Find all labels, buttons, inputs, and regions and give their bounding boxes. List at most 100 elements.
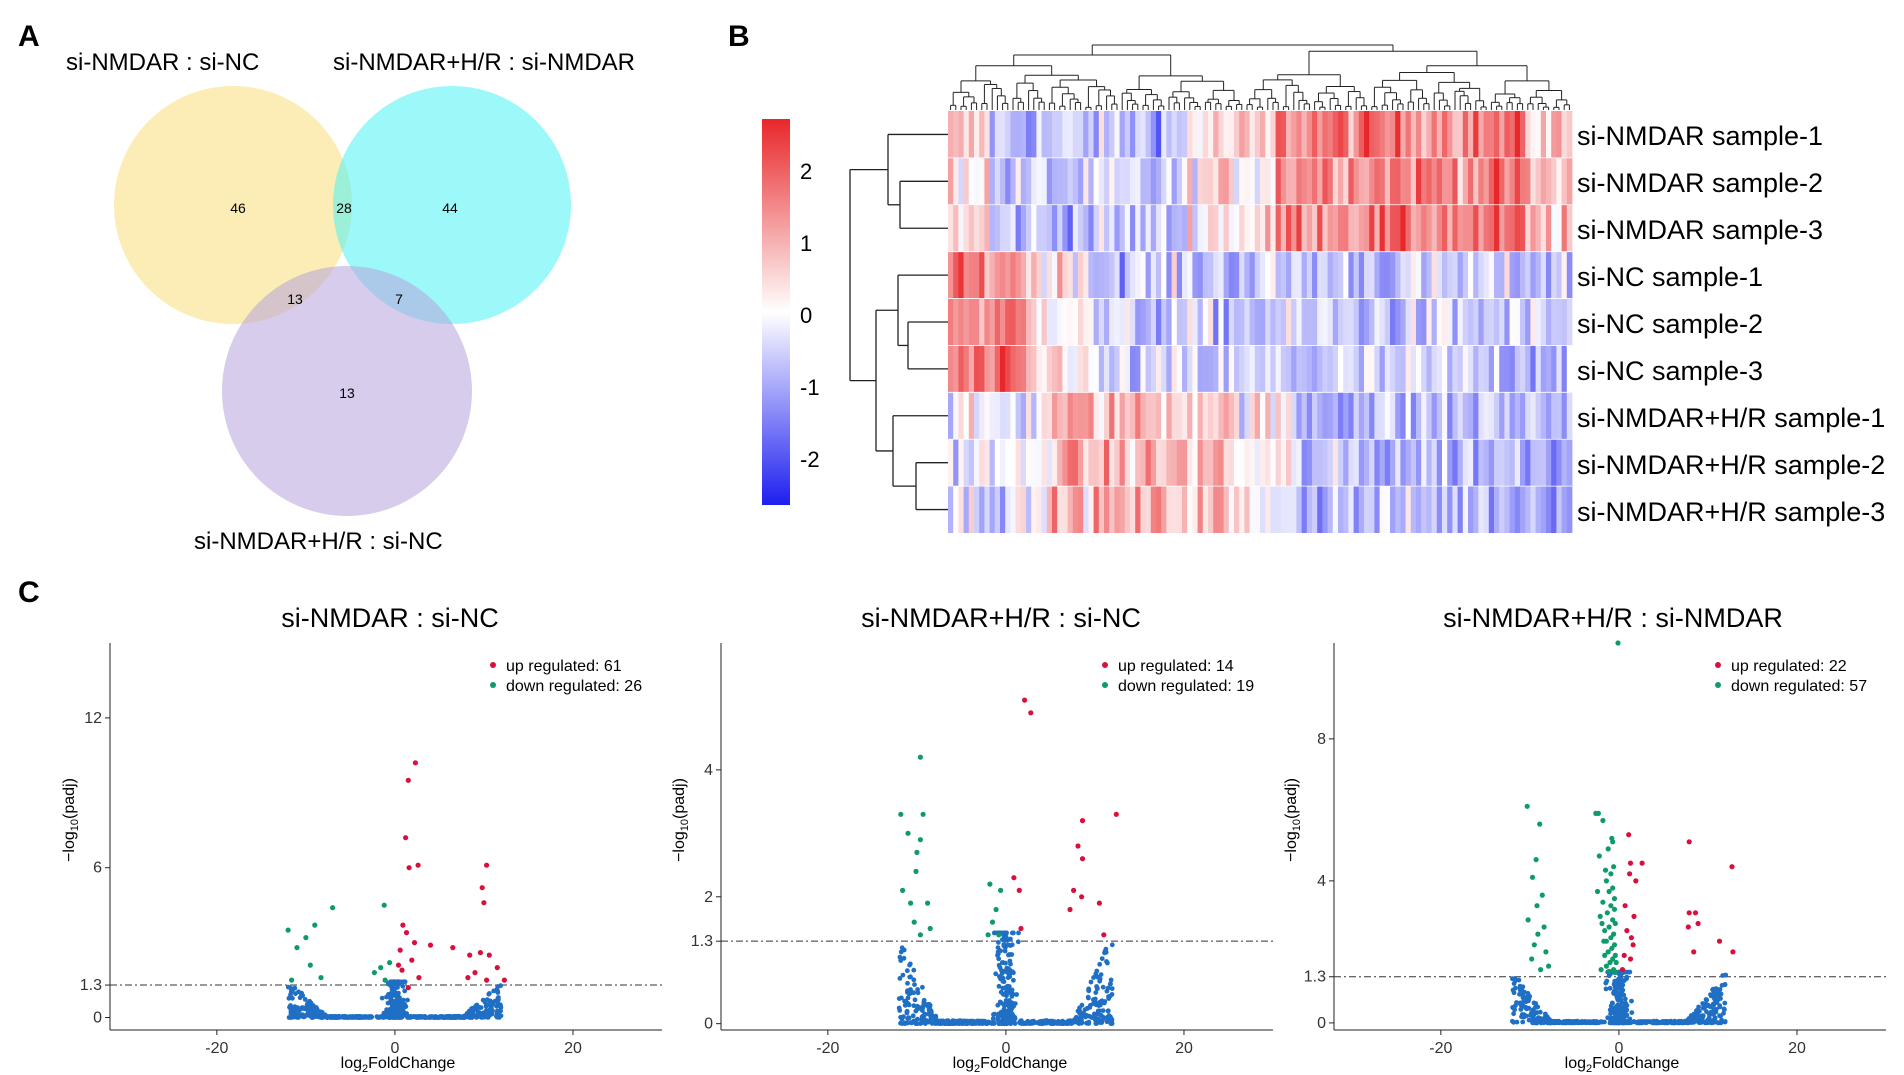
heatmap-cell: [1041, 486, 1048, 533]
heatmap-cell: [1488, 157, 1495, 205]
heatmap-cell: [1114, 298, 1120, 346]
heatmap-cell: [1036, 111, 1042, 158]
heatmap-cell: [1338, 392, 1344, 440]
volcano-point-ns: [1105, 985, 1111, 991]
volcano-point-up: [1627, 860, 1634, 866]
volcano-point-ns: [490, 1008, 495, 1014]
volcano-point-down: [1601, 938, 1607, 944]
volcano-point-ns: [1526, 1017, 1532, 1023]
heatmap-cell: [1176, 157, 1183, 205]
volcano-point-down: [1604, 910, 1610, 916]
heatmap-cell: [1005, 204, 1011, 252]
volcano-point-ns: [981, 1020, 987, 1026]
heatmap-cell: [1504, 111, 1510, 158]
heatmap-cell: [1140, 345, 1146, 393]
heatmap-cell: [1270, 251, 1276, 299]
heatmap-cell: [1301, 392, 1308, 440]
heatmap-cell: [1317, 251, 1323, 299]
heatmap-cell: [1130, 345, 1136, 393]
heatmap-cell: [1384, 486, 1391, 533]
heatmap-cell: [1213, 204, 1219, 252]
heatmap-cell: [1504, 157, 1510, 205]
heatmap-cell: [1202, 486, 1209, 533]
volcano-point-ns: [367, 1014, 373, 1020]
heatmap-cell: [1369, 392, 1375, 440]
volcano-point-ns: [1517, 991, 1522, 997]
heatmap-cell: [1135, 298, 1141, 346]
heatmap-cell: [1187, 298, 1193, 346]
volcano-point-ns: [919, 1020, 924, 1026]
heatmap-cell: [1156, 486, 1162, 533]
heatmap-cell: [1020, 439, 1027, 487]
volcano-point-ns: [488, 1012, 494, 1017]
heatmap-cell: [1083, 298, 1089, 346]
heatmap-cell: [1166, 345, 1172, 393]
volcano-point-ns: [996, 1021, 1002, 1026]
volcano-point-up: [1685, 924, 1691, 930]
heatmap-cell: [1208, 251, 1214, 299]
volcano-points: [1510, 640, 1736, 1026]
heatmap-cell: [1436, 392, 1443, 440]
heatmap-cell: [1478, 157, 1484, 205]
volcano-legend: up regulated: 14 down regulated: 19: [1102, 658, 1254, 695]
heatmap-cell: [1410, 157, 1417, 205]
heatmap-cell: [953, 111, 959, 158]
heatmap-cell: [1478, 204, 1484, 252]
heatmap-cell: [1067, 439, 1074, 487]
heatmap-cell: [1135, 251, 1141, 299]
heatmap-cell: [953, 439, 959, 487]
heatmap-cell: [1312, 111, 1318, 158]
heatmap-cell: [1447, 298, 1453, 346]
heatmap-cell: [1260, 392, 1266, 440]
heatmap-cell: [1306, 345, 1313, 393]
heatmap-cell: [1431, 157, 1438, 205]
heatmap-cell: [1000, 486, 1006, 533]
heatmap-cell: [1088, 439, 1094, 487]
heatmap-cell: [1514, 345, 1521, 393]
heatmap-cell: [1000, 345, 1006, 393]
heatmap-cell: [1530, 251, 1536, 299]
volcano-point-ns: [402, 988, 408, 994]
volcano-point-up: [501, 977, 507, 983]
venn-count-only-3: 13: [339, 385, 355, 401]
heatmap-cell: [1124, 111, 1131, 158]
volcano-point-ns: [1009, 987, 1015, 993]
heatmap-cell: [1468, 204, 1474, 252]
heatmap-cell: [1254, 298, 1261, 346]
volcano-point-ns: [1082, 1007, 1088, 1013]
heatmap-cell: [1400, 486, 1406, 533]
heatmap-cell: [1249, 439, 1256, 487]
volcano-point-ns: [1608, 1003, 1614, 1009]
volcano-point-up: [479, 885, 485, 891]
heatmap-cell: [1005, 298, 1011, 346]
heatmap-cell: [1286, 345, 1292, 393]
volcano-point-ns: [1718, 1013, 1723, 1019]
heatmap-cell: [1041, 251, 1048, 299]
volcano-point-ns: [1713, 991, 1719, 997]
heatmap-cell: [1197, 486, 1204, 533]
heatmap-cell: [1447, 345, 1453, 393]
heatmap-cell: [1312, 204, 1318, 252]
heatmap-cell: [1551, 251, 1557, 299]
volcano-point-ns: [898, 1020, 903, 1026]
heatmap-cell: [984, 157, 990, 205]
volcano-point-ns: [337, 1014, 342, 1019]
heatmap-cell: [1234, 298, 1240, 346]
heatmap-cell: [1083, 439, 1089, 487]
heatmap-cell: [1369, 345, 1375, 393]
heatmap-cell: [1270, 111, 1276, 158]
volcano-point-ns: [1695, 1007, 1701, 1013]
heatmap-cell: [1202, 392, 1209, 440]
volcano-point-ns: [897, 1008, 903, 1013]
volcano-point-ns: [1519, 1014, 1524, 1020]
volcano-point-ns: [1039, 1020, 1044, 1026]
heatmap-cell: [1067, 157, 1074, 205]
volcano-point-down: [1615, 640, 1621, 646]
heatmap-cell: [1228, 392, 1235, 440]
heatmap-cell: [1228, 111, 1235, 158]
heatmap-cell: [1457, 392, 1464, 440]
heatmap-cell: [1353, 298, 1360, 346]
volcano-point-up: [399, 967, 405, 973]
volcano-point-ns: [1002, 1017, 1007, 1023]
heatmap-cell: [1535, 251, 1542, 299]
